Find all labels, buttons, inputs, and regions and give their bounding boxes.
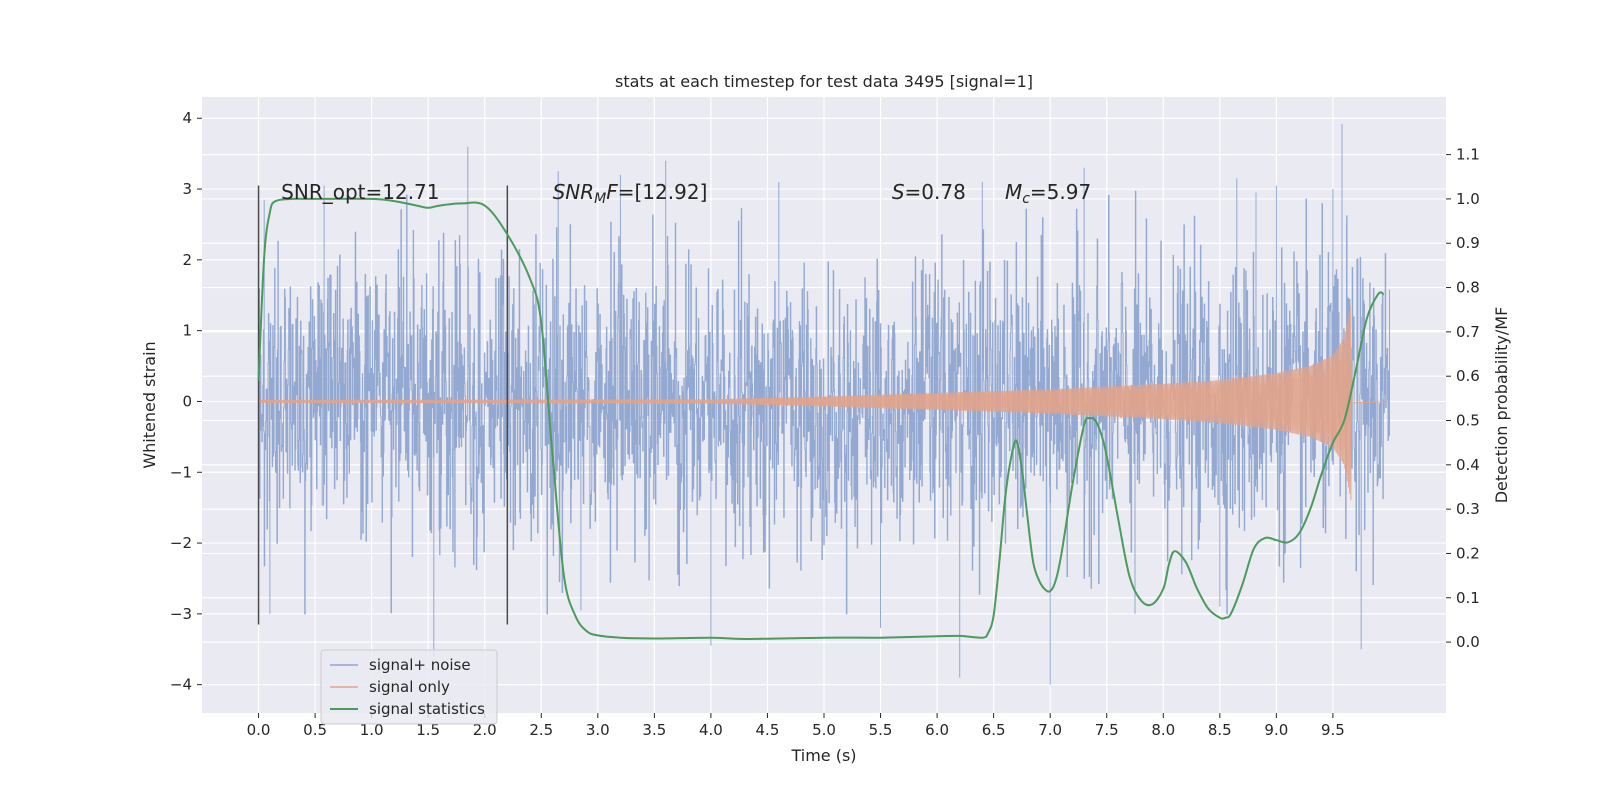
x-tick-label: 7.0: [1038, 721, 1062, 739]
x-tick-label: 5.5: [869, 721, 893, 739]
y-tick-label: −3: [170, 605, 192, 623]
x-tick-label: 7.5: [1095, 721, 1119, 739]
y-tick-label: −2: [170, 534, 192, 552]
y-tick-label: −4: [170, 676, 192, 694]
window-markers: [257, 185, 509, 625]
y2-tick-label: 0.6: [1456, 367, 1480, 385]
x-tick-label: 4.0: [699, 721, 723, 739]
annotation-2: S=0.78: [892, 180, 966, 204]
y2-tick-label: 0.9: [1456, 234, 1480, 252]
x-tick-label: 5.0: [812, 721, 836, 739]
annotation-3: Mc=5.97: [1005, 180, 1091, 207]
y-tick-label: 1: [182, 322, 192, 340]
x-tick-label: 4.5: [756, 721, 780, 739]
x-tick-label: 9.0: [1264, 721, 1288, 739]
y-tick-label: 4: [182, 109, 192, 127]
right-axis-label: Detection probability/MF: [1492, 307, 1511, 504]
series-signal-only: [258, 305, 1390, 501]
chart-title: stats at each timestep for test data 349…: [615, 72, 1033, 91]
x-tick-label: 6.0: [925, 721, 949, 739]
y2-tick-label: 0.8: [1456, 279, 1480, 297]
y-axis-label: Whitened strain: [140, 341, 159, 468]
y2-tick-label: 0.0: [1456, 633, 1480, 651]
y2-tick-label: 0.5: [1456, 412, 1480, 430]
annotation-1: SNRMF=[12.92]: [553, 180, 708, 207]
y-tick-label: 3: [182, 180, 192, 198]
series-signal-noise: [258, 123, 1390, 685]
y-tick-label: 0: [182, 392, 192, 410]
annotations: SNR_opt=12.71 SNRMF=[12.92] S=0.78 Mc=5.97: [281, 180, 1091, 207]
right-axis-ticks: 0.0 0.1 0.2 0.3 0.4 0.5 0.6 0.7 0.8 0.9 1.0 1.1: [1446, 146, 1480, 651]
legend-box: [320, 649, 498, 725]
y2-tick-label: 1.0: [1456, 190, 1480, 208]
legend-label: signal statistics: [369, 700, 485, 718]
y2-tick-label: 0.3: [1456, 500, 1480, 518]
x-axis-label: Time (s): [790, 746, 856, 765]
annotation-0: SNR_opt=12.71: [281, 180, 439, 204]
y-tick-label: 2: [182, 251, 192, 269]
x-tick-label: 0.5: [303, 721, 327, 739]
x-tick-label: 3.0: [586, 721, 610, 739]
x-tick-label: 3.5: [642, 721, 666, 739]
series-layer: [257, 123, 1390, 685]
x-tick-label: 8.0: [1151, 721, 1175, 739]
y-tick-label: −1: [170, 463, 192, 481]
x-axis-ticks: 0.0 0.5 1.0 1.5 2.0 2.5 3.0 3.5 4.0 4.5 5.0 5.5 6.0 6…: [247, 713, 1345, 739]
x-tick-label: 8.5: [1208, 721, 1232, 739]
y2-tick-label: 0.7: [1456, 323, 1480, 341]
x-tick-label: 2.0: [473, 721, 497, 739]
x-tick-label: 1.5: [416, 721, 440, 739]
x-tick-label: 6.5: [982, 721, 1006, 739]
legend-label: signal only: [369, 678, 450, 696]
y2-tick-label: 1.1: [1456, 146, 1480, 164]
x-tick-label: 2.5: [529, 721, 553, 739]
x-tick-label: 0.0: [247, 721, 271, 739]
series-signal-statistics: [257, 197, 1385, 641]
left-axis-ticks: −4 −3 −2 −1 0 1 2 3 4: [170, 109, 202, 694]
legend-label: signal+ noise: [369, 656, 471, 674]
x-tick-label: 1.0: [360, 721, 384, 739]
y2-tick-label: 0.4: [1456, 456, 1480, 474]
x-tick-label: 9.5: [1321, 721, 1345, 739]
y2-tick-label: 0.1: [1456, 589, 1480, 607]
y2-tick-label: 0.2: [1456, 544, 1480, 562]
legend: signal+ noise signal only signal statistic…: [320, 649, 498, 725]
